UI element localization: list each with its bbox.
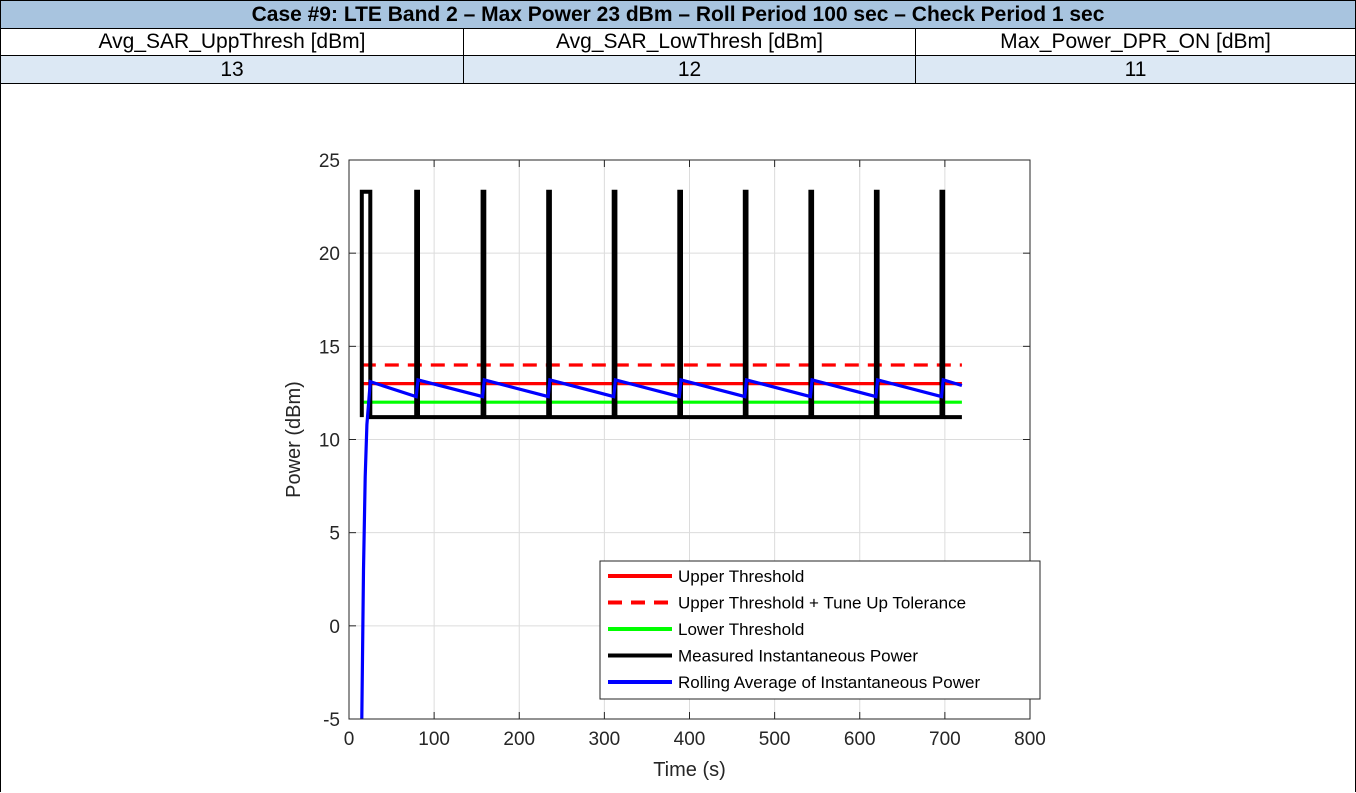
x-tick-label: 800 — [1014, 729, 1046, 750]
x-tick-label: 100 — [418, 729, 450, 750]
y-axis-label: Power (dBm) — [283, 381, 305, 498]
column-header-upp-thresh: Avg_SAR_UppThresh [dBm] — [0, 28, 464, 56]
power-chart: 0 100 200 300 400 500 600 700 800-50510152025Tim… — [283, 151, 1046, 781]
value-max-power: 11 — [915, 55, 1356, 84]
parameter-table: Case #9: LTE Band 2 – Max Power 23 dBm –… — [0, 0, 1356, 84]
x-tick-label: 600 — [844, 729, 876, 750]
series-line — [359, 189, 962, 420]
y-tick-label: 15 — [319, 337, 340, 358]
legend-label: Lower Threshold — [678, 620, 804, 639]
y-tick-label: 5 — [329, 524, 340, 545]
y-tick-label: 25 — [319, 151, 340, 172]
x-axis-label: Time (s) — [653, 759, 726, 781]
legend-box — [599, 560, 1041, 700]
legend-label: Rolling Average of Instantaneous Power — [678, 673, 980, 692]
legend-label: Upper Threshold — [678, 567, 804, 586]
y-tick-label: -5 — [323, 710, 340, 731]
x-tick-label: 200 — [503, 729, 535, 750]
case-title: Case #9: LTE Band 2 – Max Power 23 dBm –… — [0, 0, 1356, 29]
column-header-low-thresh: Avg_SAR_LowThresh [dBm] — [463, 28, 916, 56]
legend-label: Upper Threshold + Tune Up Tolerance — [678, 594, 966, 613]
value-low-thresh: 12 — [463, 55, 916, 84]
y-tick-label: 0 — [329, 617, 340, 638]
y-tick-label: 10 — [319, 431, 340, 452]
legend-label: Measured Instantaneous Power — [678, 647, 918, 666]
x-tick-label: 300 — [589, 729, 621, 750]
axes: 0 100 200 300 400 500 600 700 800-50510152025Tim… — [283, 151, 1046, 781]
x-tick-label: 500 — [759, 729, 791, 750]
legend: Upper Threshold Upper Threshold + Tune Up… — [599, 560, 1041, 700]
y-tick-label: 20 — [319, 244, 340, 265]
x-tick-label: 0 — [344, 729, 355, 750]
x-tick-label: 400 — [674, 729, 706, 750]
series-lines — [359, 189, 963, 720]
series-line — [360, 377, 963, 720]
value-upp-thresh: 13 — [0, 55, 464, 84]
x-tick-label: 700 — [929, 729, 961, 750]
column-header-max-power: Max_Power_DPR_ON [dBm] — [915, 28, 1356, 56]
